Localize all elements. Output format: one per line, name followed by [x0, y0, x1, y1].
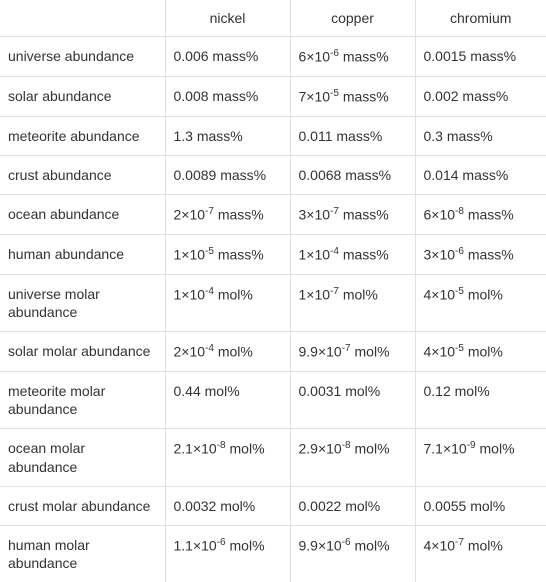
row-label: solar molar abundance: [0, 332, 165, 372]
cell-chromium: 0.0055 mol%: [415, 486, 546, 525]
table-row: meteorite molar abundance0.44 mol%0.0031…: [0, 371, 546, 428]
header-copper: copper: [290, 0, 415, 37]
cell-nickel: 1×10-5 mass%: [165, 234, 290, 274]
cell-nickel: 2×10-4 mol%: [165, 332, 290, 372]
header-nickel: nickel: [165, 0, 290, 37]
cell-nickel: 2.1×10-8 mol%: [165, 429, 290, 486]
cell-chromium: 4×10-7 mol%: [415, 525, 546, 582]
cell-copper: 9.9×10-7 mol%: [290, 332, 415, 372]
row-label: solar abundance: [0, 76, 165, 116]
table-row: solar abundance0.008 mass%7×10-5 mass%0.…: [0, 76, 546, 116]
table-row: ocean molar abundance2.1×10-8 mol%2.9×10…: [0, 429, 546, 486]
cell-chromium: 6×10-8 mass%: [415, 195, 546, 235]
cell-chromium: 0.12 mol%: [415, 371, 546, 428]
cell-copper: 7×10-5 mass%: [290, 76, 415, 116]
cell-copper: 6×10-6 mass%: [290, 37, 415, 77]
cell-chromium: 4×10-5 mol%: [415, 274, 546, 331]
table-row: meteorite abundance1.3 mass%0.011 mass%0…: [0, 116, 546, 155]
row-label: ocean molar abundance: [0, 429, 165, 486]
header-chromium: chromium: [415, 0, 546, 37]
row-label: universe molar abundance: [0, 274, 165, 331]
cell-copper: 1×10-4 mass%: [290, 234, 415, 274]
cell-nickel: 1×10-4 mol%: [165, 274, 290, 331]
cell-nickel: 0.44 mol%: [165, 371, 290, 428]
cell-chromium: 0.3 mass%: [415, 116, 546, 155]
cell-chromium: 0.002 mass%: [415, 76, 546, 116]
table-row: human molar abundance1.1×10-6 mol%9.9×10…: [0, 525, 546, 582]
header-empty: [0, 0, 165, 37]
cell-nickel: 0.0032 mol%: [165, 486, 290, 525]
abundance-table: nickel copper chromium universe abundanc…: [0, 0, 546, 582]
table-row: ocean abundance2×10-7 mass%3×10-7 mass%6…: [0, 195, 546, 235]
row-label: universe abundance: [0, 37, 165, 77]
cell-copper: 1×10-7 mol%: [290, 274, 415, 331]
cell-nickel: 1.3 mass%: [165, 116, 290, 155]
row-label: meteorite molar abundance: [0, 371, 165, 428]
table-row: human abundance1×10-5 mass%1×10-4 mass%3…: [0, 234, 546, 274]
cell-chromium: 7.1×10-9 mol%: [415, 429, 546, 486]
cell-copper: 0.0031 mol%: [290, 371, 415, 428]
row-label: ocean abundance: [0, 195, 165, 235]
cell-nickel: 1.1×10-6 mol%: [165, 525, 290, 582]
cell-nickel: 2×10-7 mass%: [165, 195, 290, 235]
table-row: crust molar abundance0.0032 mol%0.0022 m…: [0, 486, 546, 525]
row-label: human abundance: [0, 234, 165, 274]
cell-chromium: 0.014 mass%: [415, 155, 546, 194]
cell-copper: 2.9×10-8 mol%: [290, 429, 415, 486]
cell-chromium: 3×10-6 mass%: [415, 234, 546, 274]
cell-copper: 9.9×10-6 mol%: [290, 525, 415, 582]
cell-chromium: 4×10-5 mol%: [415, 332, 546, 372]
cell-nickel: 0.008 mass%: [165, 76, 290, 116]
row-label: crust abundance: [0, 155, 165, 194]
cell-copper: 0.011 mass%: [290, 116, 415, 155]
table-header-row: nickel copper chromium: [0, 0, 546, 37]
row-label: meteorite abundance: [0, 116, 165, 155]
cell-copper: 0.0068 mass%: [290, 155, 415, 194]
row-label: crust molar abundance: [0, 486, 165, 525]
cell-nickel: 0.0089 mass%: [165, 155, 290, 194]
cell-copper: 0.0022 mol%: [290, 486, 415, 525]
table-row: solar molar abundance2×10-4 mol%9.9×10-7…: [0, 332, 546, 372]
table-body: universe abundance0.006 mass%6×10-6 mass…: [0, 37, 546, 582]
table-row: universe molar abundance1×10-4 mol%1×10-…: [0, 274, 546, 331]
table-row: universe abundance0.006 mass%6×10-6 mass…: [0, 37, 546, 77]
table-row: crust abundance0.0089 mass%0.0068 mass%0…: [0, 155, 546, 194]
cell-chromium: 0.0015 mass%: [415, 37, 546, 77]
cell-copper: 3×10-7 mass%: [290, 195, 415, 235]
row-label: human molar abundance: [0, 525, 165, 582]
cell-nickel: 0.006 mass%: [165, 37, 290, 77]
